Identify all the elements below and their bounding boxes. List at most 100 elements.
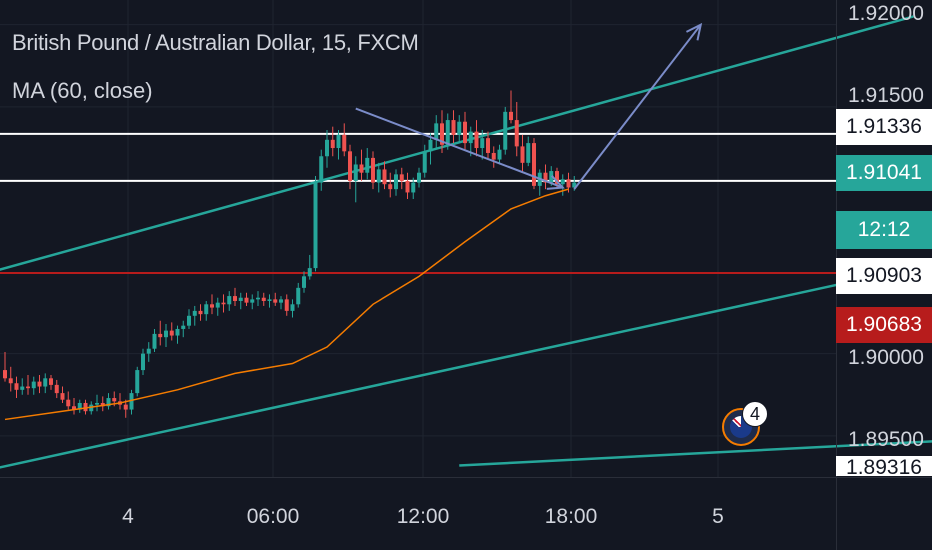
countdown-marker: 12:12 (836, 211, 932, 249)
candle-body (26, 386, 30, 389)
candle-body (348, 151, 352, 181)
channel-lines (0, 15, 932, 469)
candle-body (359, 164, 364, 173)
candle-body (549, 171, 554, 183)
candle-body (250, 299, 255, 303)
candle-body (158, 333, 163, 338)
candle-body (95, 402, 99, 405)
candle-body (164, 330, 168, 338)
price-tick-label: 1.91500 (848, 84, 924, 107)
price-tick-label: 1.92000 (848, 2, 924, 25)
candle-body (422, 151, 427, 173)
channel-line (459, 440, 932, 467)
candle-body (261, 297, 266, 302)
candle-body (31, 381, 36, 389)
candle-body (72, 406, 76, 410)
candle-body (555, 171, 559, 185)
level-price-marker: 1.90903 (836, 258, 932, 294)
candle-body (233, 296, 237, 302)
candle-body (463, 121, 467, 144)
time-axis-separator (0, 477, 932, 478)
candle-body (89, 404, 94, 412)
channel-line (0, 15, 914, 271)
candle-body (152, 333, 157, 349)
candle-body (169, 330, 174, 336)
candle-body (497, 149, 502, 160)
candle-body (503, 111, 508, 150)
candle-body (434, 123, 439, 140)
candle-body (572, 182, 577, 188)
candle-body (560, 179, 565, 185)
red-level-price-marker: 1.90683 (836, 307, 932, 343)
candle-body (181, 325, 186, 329)
line-price-marker: 1.89316 (836, 456, 932, 476)
candle-body (273, 299, 278, 303)
candle-body (43, 378, 48, 387)
candle-body (445, 120, 450, 145)
time-tick-label: 06:00 (246, 505, 300, 528)
candle-body (428, 139, 433, 152)
candle-body (365, 157, 370, 173)
level-price-marker: 1.91336 (836, 109, 932, 145)
candle-body (566, 179, 571, 188)
candle-body (77, 402, 82, 410)
candle-body (382, 169, 387, 185)
candles (3, 90, 577, 418)
candle-body (388, 184, 393, 190)
candle-body (330, 139, 335, 149)
candle-body (146, 348, 151, 354)
candle-body (8, 378, 13, 384)
candle-body (353, 164, 358, 181)
candle-body (399, 174, 404, 181)
arrows (355, 22, 703, 190)
candle-body (468, 131, 473, 144)
arrow-line (355, 107, 564, 189)
candle-body (256, 297, 260, 300)
candle-body (227, 296, 232, 305)
candle-body (123, 404, 128, 410)
candle-body (83, 402, 88, 412)
price-tick-label: 1.90000 (848, 346, 924, 369)
candle-body (106, 398, 111, 407)
candle-body (509, 111, 513, 121)
candle-body (480, 138, 485, 149)
candle-body (302, 276, 306, 288)
chart-title: British Pound / Australian Dollar, 15, F… (12, 30, 419, 55)
event-count: 4 (742, 401, 768, 427)
candle-body (60, 393, 65, 400)
candle-body (319, 156, 324, 183)
candle-body (141, 353, 145, 371)
time-tick-label: 12:00 (396, 505, 450, 528)
candle-body (526, 143, 531, 163)
candle-body (394, 174, 398, 190)
channel-line (0, 266, 914, 469)
candle-body (284, 299, 289, 311)
candle-body (491, 152, 496, 160)
candle-body (187, 315, 191, 326)
candle-body (49, 378, 53, 385)
candle-body (457, 121, 462, 135)
candle-body (112, 398, 117, 402)
candle-body (486, 138, 490, 153)
ma-line (4, 188, 569, 421)
arrow-head (546, 175, 565, 190)
candle-body (371, 157, 375, 183)
candle-body (520, 146, 525, 163)
candle-body (313, 182, 318, 269)
candle-body (440, 123, 444, 145)
candle-body (336, 134, 341, 149)
candle-body (244, 297, 249, 303)
candle-body (417, 172, 421, 183)
candle-body (267, 299, 272, 302)
candle-body (3, 370, 7, 379)
time-tick-label: 18:00 (544, 505, 598, 528)
candle-body (238, 297, 243, 302)
candle-body (405, 180, 410, 193)
candle-body (307, 268, 312, 277)
candle-body (342, 134, 347, 152)
candle-body (14, 383, 19, 390)
candle-body (543, 172, 548, 183)
time-tick-label: 4 (122, 505, 134, 528)
candle-body (175, 328, 180, 336)
